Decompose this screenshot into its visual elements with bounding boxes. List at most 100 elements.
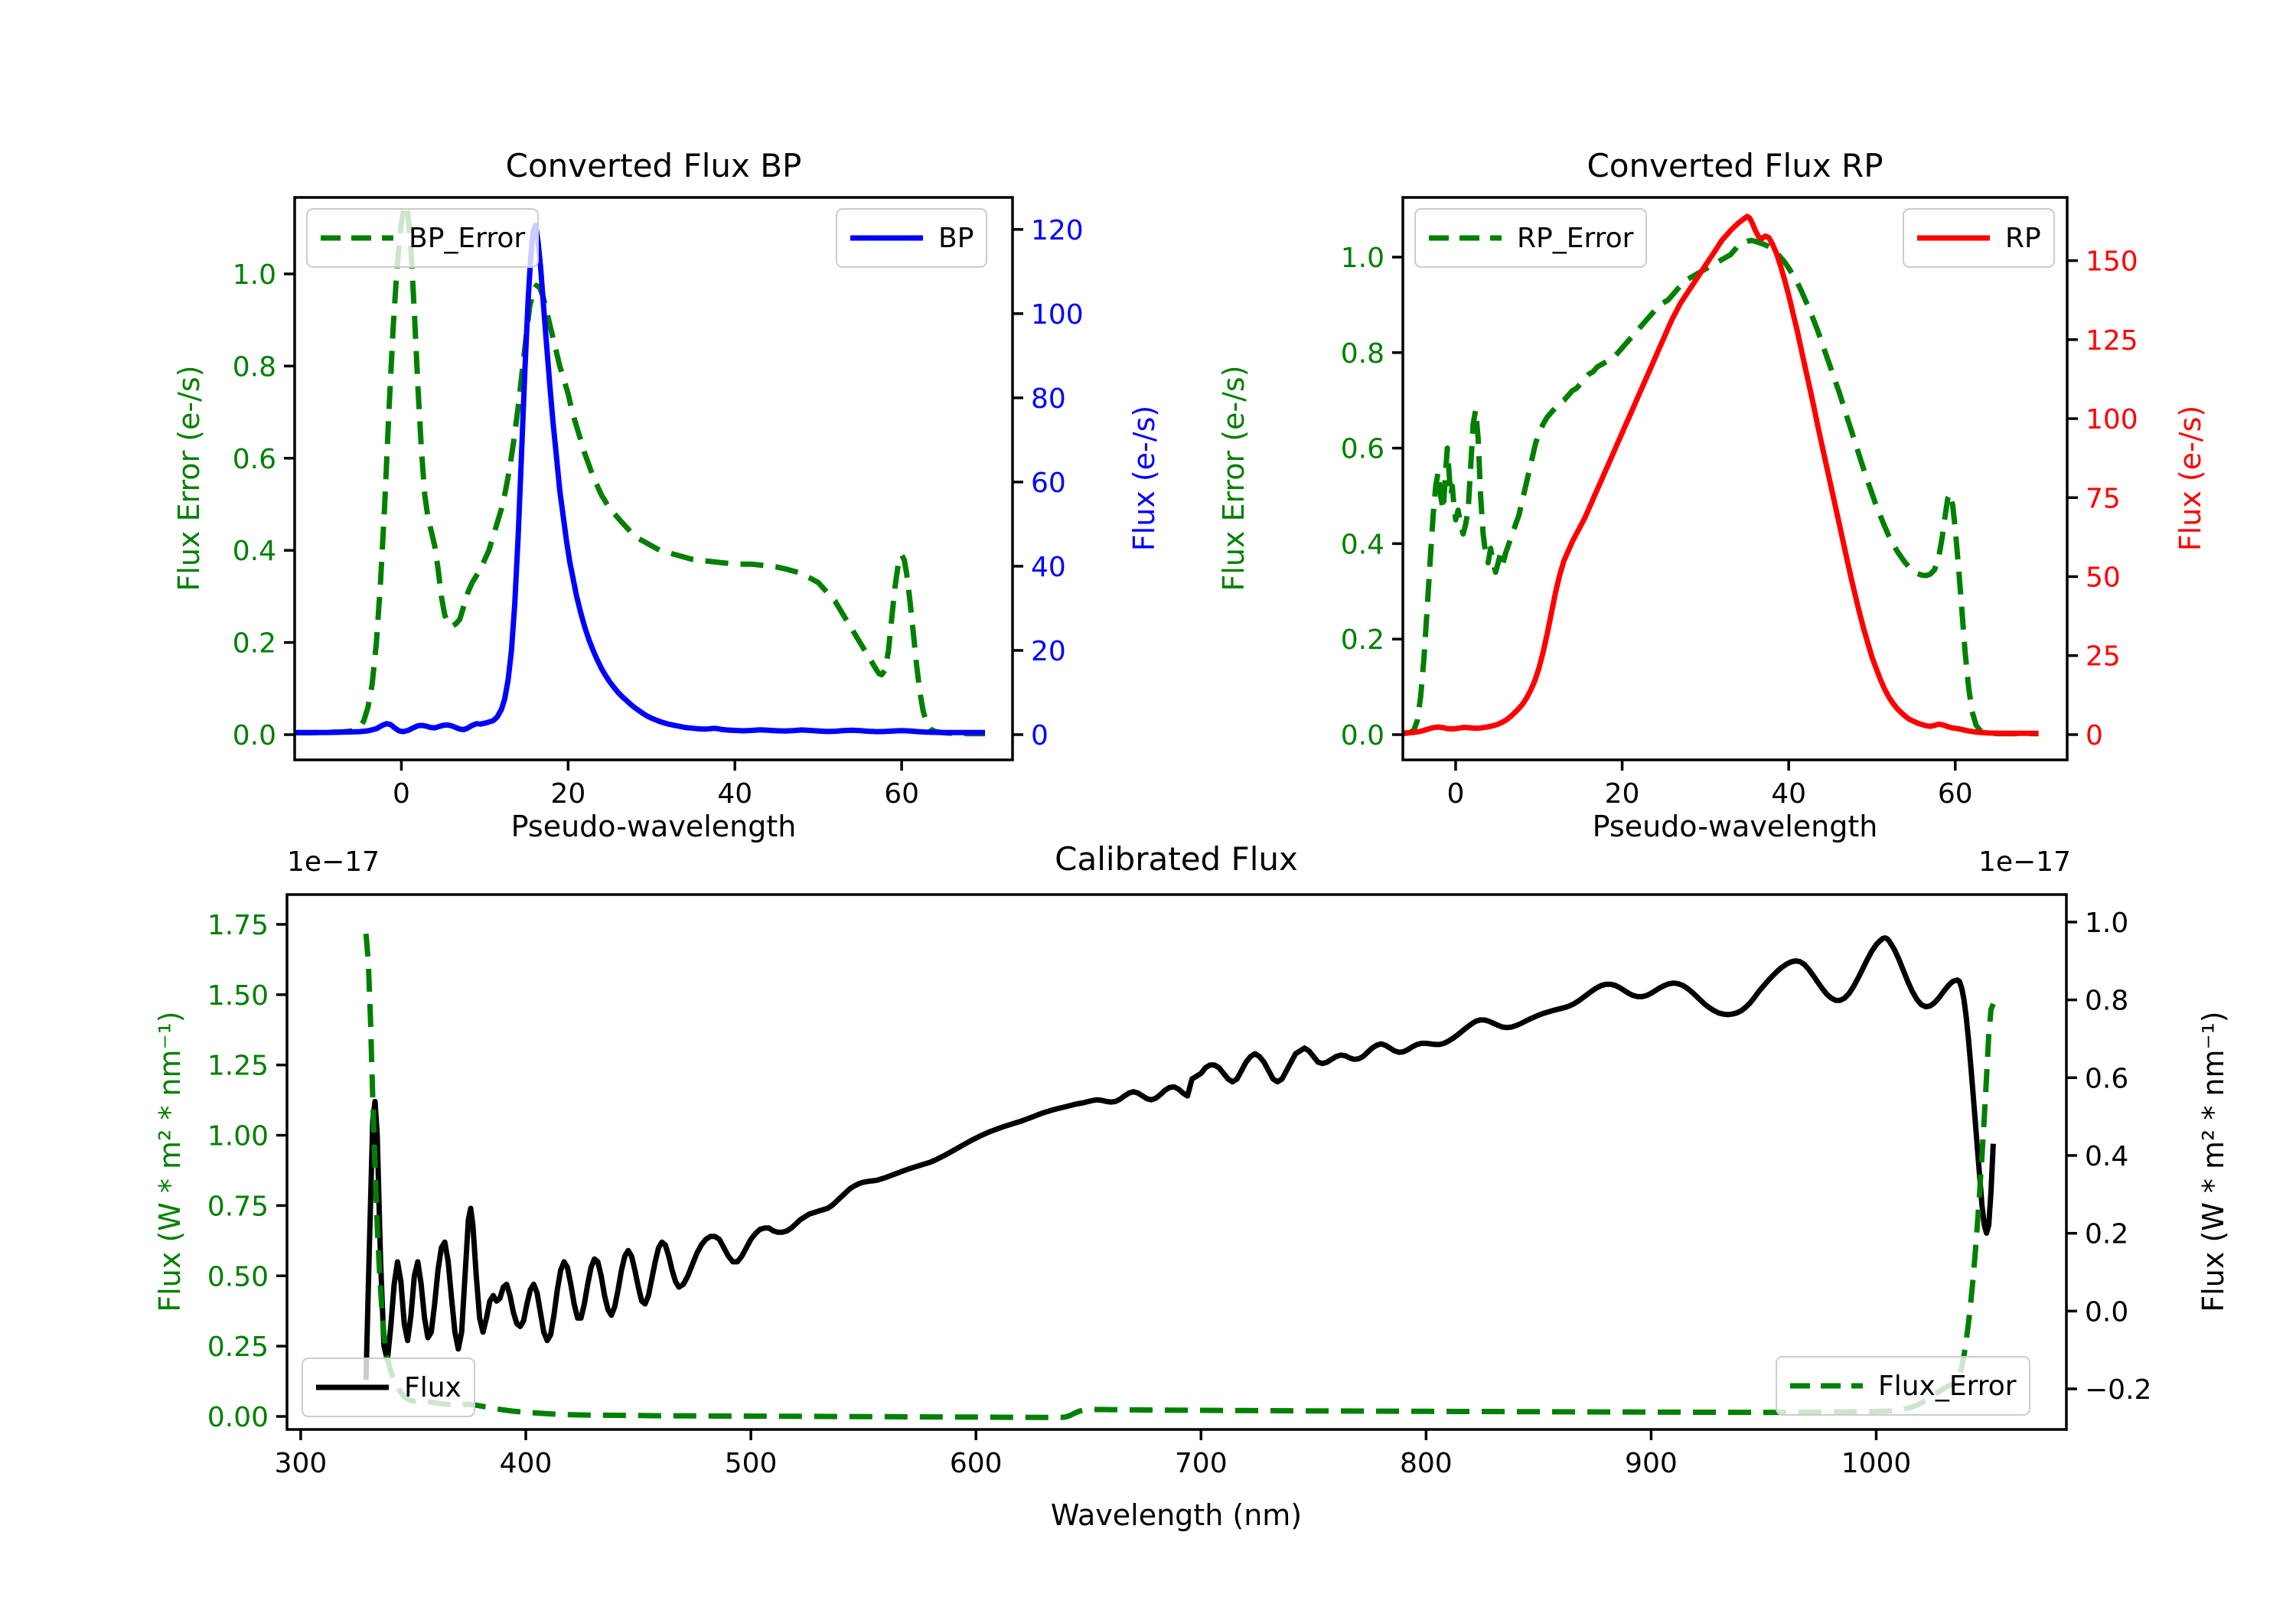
- cal-ytick-label-right: −0.2: [2085, 1374, 2151, 1406]
- cal-xlabel: Wavelength (nm): [1050, 1498, 1303, 1532]
- cal-offset-left: 1e−17: [287, 846, 380, 878]
- cal-series-group: [363, 933, 1996, 1420]
- rp-ytick-label-left: 0.6: [1341, 434, 1384, 465]
- bp-series-group: [295, 202, 985, 737]
- cal-ytick-label-left: 0.00: [207, 1402, 269, 1433]
- cal-xtick-label: 600: [950, 1448, 1003, 1479]
- cal-xtick-label: 800: [1400, 1448, 1453, 1479]
- bp-ytick-label-right: 60: [1031, 468, 1066, 499]
- rp-rp-line: [1403, 214, 2039, 736]
- bp-xlabel: Pseudo-wavelength: [510, 810, 797, 843]
- cal-xtick-label: 1000: [1841, 1448, 1912, 1479]
- cal-ytick-label-right: 0.8: [2085, 986, 2128, 1017]
- dashed-line-sample-icon: [321, 235, 393, 241]
- rp-xlabel: Pseudo-wavelength: [1592, 810, 1878, 843]
- cal-offset-right: 1e−17: [1978, 846, 2071, 878]
- bp-ytick-label-right: 100: [1031, 299, 1084, 331]
- rp-xtick-label: 0: [1447, 778, 1465, 810]
- cal-xtick-label: 700: [1175, 1448, 1228, 1479]
- rp-ytick-label-right: 75: [2086, 483, 2121, 514]
- rp-ytick-label-left: 0.4: [1341, 529, 1384, 560]
- bp-ytick-label-left: 0.4: [233, 536, 276, 567]
- bp-ytick-label-left: 0.6: [233, 444, 276, 475]
- bp-xtick-label: 60: [884, 778, 919, 810]
- rp-xtick-label: 20: [1605, 778, 1640, 810]
- rp-series-group: [1403, 214, 2039, 737]
- rp-ylabel-right: Flux (e-/s): [2174, 405, 2207, 552]
- bp-xtick-label: 0: [393, 778, 410, 810]
- cal-ytick-label-right: 0.0: [2085, 1296, 2128, 1328]
- cal-xtick-label: 900: [1625, 1448, 1678, 1479]
- cal-flux-line: [363, 935, 1996, 1380]
- bp-ytick-label-right: 80: [1031, 383, 1066, 415]
- cal-xtick-label: 400: [500, 1448, 553, 1479]
- rp-ytick-label-right: 25: [2086, 641, 2121, 673]
- bp-ytick-label-left: 0.2: [233, 628, 276, 660]
- rp-ytick-label-left: 0.2: [1341, 624, 1384, 656]
- legend-label: RP: [2005, 222, 2041, 254]
- bp-ytick-label-right: 120: [1031, 215, 1084, 246]
- cal-ytick-label-left: 0.50: [207, 1261, 269, 1292]
- cal-flux-error-legend: Flux_Error: [1776, 1356, 2030, 1416]
- rp-ytick-label-left: 1.0: [1341, 243, 1384, 274]
- rp-ytick-label-left: 0.0: [1341, 720, 1384, 751]
- rp-xtick-label: 60: [1938, 778, 1973, 810]
- bp-bp_error-line: [295, 202, 985, 737]
- solid-line-sample-icon: [850, 235, 923, 241]
- cal-ytick-label-right: 0.6: [2085, 1063, 2128, 1094]
- cal-title: Calibrated Flux: [1055, 840, 1298, 878]
- cal-ytick-label-left: 0.75: [207, 1191, 269, 1222]
- rp-ytick-label-right: 100: [2086, 404, 2138, 435]
- cal-flux-legend: Flux: [302, 1358, 475, 1417]
- cal-ytick-label-right: 1.0: [2085, 908, 2128, 939]
- rp-ytick-label-right: 150: [2086, 246, 2138, 278]
- cal-ytick-label-left: 1.50: [207, 980, 269, 1012]
- cal-ytick-label-right: 0.2: [2085, 1219, 2128, 1250]
- cal-ytick-label-right: 0.4: [2085, 1141, 2128, 1172]
- cal-ytick-label-left: 0.25: [207, 1332, 269, 1363]
- rp-error-legend: RP_Error: [1414, 208, 1648, 268]
- bp-ytick-label-right: 20: [1031, 636, 1066, 667]
- bp-ylabel-right: Flux (e-/s): [1127, 405, 1161, 552]
- legend-label: BP_Error: [409, 222, 526, 254]
- rp-ytick-label-left: 0.8: [1341, 338, 1384, 370]
- rp-xtick-label: 40: [1771, 778, 1806, 810]
- bp-ytick-label-right: 40: [1031, 552, 1066, 583]
- rp-plot-frame: [1401, 196, 2069, 761]
- bp-title: Converted Flux BP: [505, 147, 802, 184]
- legend-label: Flux: [404, 1371, 461, 1403]
- cal-ytick-label-left: 1.00: [207, 1121, 269, 1152]
- bp-xtick-label: 40: [717, 778, 752, 810]
- bp-xtick-label: 20: [550, 778, 585, 810]
- rp-title: Converted Flux RP: [1587, 147, 1883, 184]
- cal-ytick-label-left: 1.75: [207, 910, 269, 941]
- rp-ytick-label-right: 125: [2086, 325, 2138, 357]
- cal-plot-frame: [285, 893, 2068, 1431]
- bp-plot-frame: [293, 196, 1014, 761]
- rp-ylabel-left: Flux Error (e-/s): [1217, 365, 1251, 592]
- rp-rp_error-line: [1403, 237, 2039, 737]
- bp-ytick-label-left: 1.0: [233, 259, 276, 291]
- cal-ylabel-right: Flux (W * m² * nm⁻¹): [2197, 1011, 2230, 1312]
- solid-line-sample-icon: [1917, 235, 1990, 241]
- solid-line-sample-icon: [316, 1384, 389, 1390]
- bp-ylabel-left: Flux Error (e-/s): [172, 365, 206, 592]
- bp-legend: BP: [836, 208, 988, 268]
- cal-ytick-label-left: 1.25: [207, 1051, 269, 1082]
- legend-label: Flux_Error: [1878, 1370, 2017, 1402]
- rp-ytick-label-right: 50: [2086, 562, 2121, 594]
- cal-xtick-label: 300: [275, 1448, 328, 1479]
- bp-bp-line: [295, 222, 985, 735]
- dashed-line-sample-icon: [1429, 235, 1502, 241]
- legend-label: RP_Error: [1517, 222, 1634, 254]
- cal-ylabel-left: Flux (W * m² * nm⁻¹): [153, 1011, 187, 1312]
- rp-ytick-label-right: 0: [2086, 720, 2103, 751]
- legend-label: BP: [938, 222, 974, 254]
- bp-ytick-label-left: 0.8: [233, 351, 276, 383]
- cal-xtick-label: 500: [725, 1448, 778, 1479]
- bp-ytick-label-left: 0.0: [233, 720, 276, 751]
- dashed-line-sample-icon: [1790, 1383, 1863, 1389]
- rp-legend: RP: [1903, 208, 2055, 268]
